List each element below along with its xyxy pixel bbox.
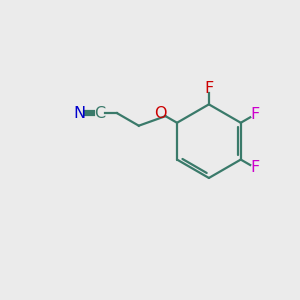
- Text: N: N: [73, 106, 85, 121]
- Text: O: O: [154, 106, 167, 121]
- Text: F: F: [204, 81, 214, 96]
- Text: C: C: [94, 106, 105, 121]
- Text: F: F: [250, 107, 260, 122]
- Text: F: F: [250, 160, 260, 175]
